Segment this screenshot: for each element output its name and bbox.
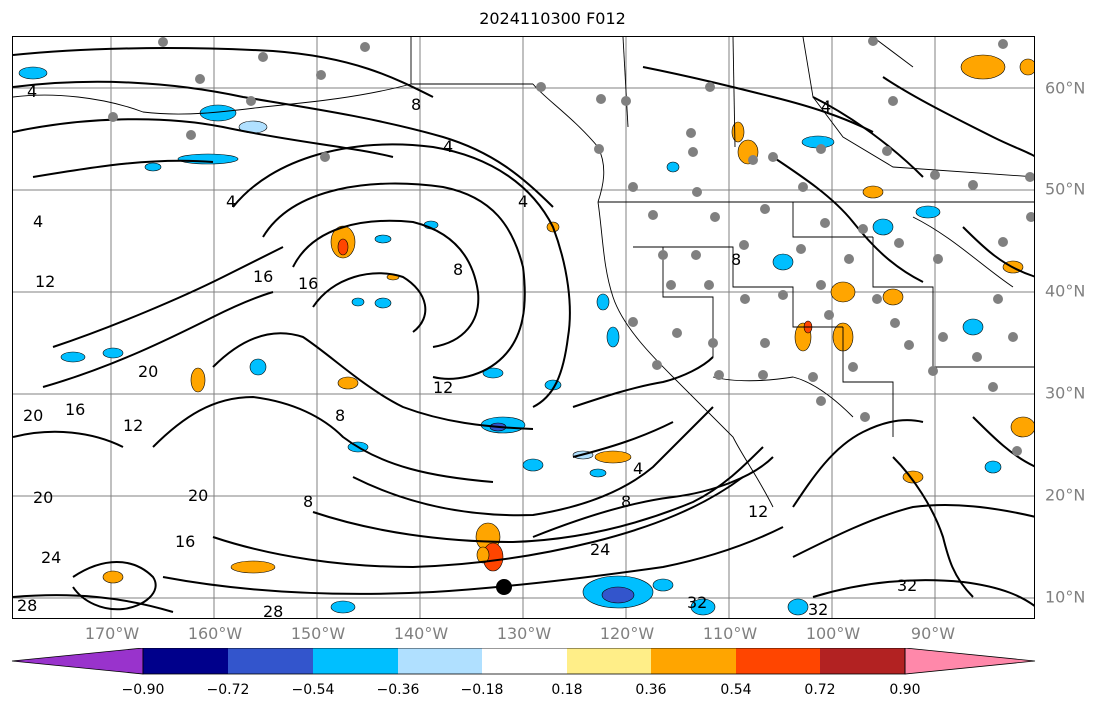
- contour-label: 8: [453, 260, 463, 279]
- lat-label: 50°N: [1045, 179, 1086, 199]
- contour-label: 20: [23, 406, 43, 425]
- contour-label: 4: [33, 212, 43, 231]
- colorbar-tick-label: −0.18: [460, 682, 504, 698]
- colorbar-frame: [142, 648, 906, 675]
- contour-label: 12: [433, 378, 453, 397]
- colorbar-swatch: [313, 648, 398, 674]
- contour-label: 28: [263, 602, 283, 619]
- lon-label: 90°W: [910, 624, 956, 643]
- graticule: [13, 37, 1034, 618]
- contour-label: 4: [518, 192, 528, 211]
- colorbar-tick-label: −0.90: [121, 682, 165, 698]
- contour-label: 8: [731, 250, 741, 269]
- lon-label: 160°W: [187, 624, 243, 643]
- contour-label: 16: [298, 274, 318, 293]
- lon-label: 170°W: [84, 624, 140, 643]
- colorbar-swatch: [567, 648, 651, 674]
- colorbar-swatch: [398, 648, 482, 674]
- colorbar-swatch: [228, 648, 313, 674]
- coastlines-and-borders: [13, 37, 1034, 508]
- map-title: 2024110300 F012: [479, 9, 626, 28]
- colorbar-swatch: [482, 648, 567, 674]
- colorbar-tick-label: −0.36: [376, 682, 420, 698]
- colorbar-swatch: [820, 648, 905, 674]
- colorbar: [11, 648, 1036, 675]
- map-panel[interactable]: 4 4 4 4 4 4 4 8 8 8 8 8 8 12 12 12 12 16…: [12, 36, 1035, 619]
- colorbar-tick-label: −0.54: [291, 682, 335, 698]
- shading-patches: [18, 54, 1034, 616]
- contour-label: 20: [138, 362, 158, 381]
- storm-center-marker: [496, 579, 512, 595]
- lon-label: 140°W: [393, 624, 449, 643]
- contour-label: 4: [633, 459, 643, 478]
- contour-label: 24: [590, 540, 610, 559]
- lon-label: 110°W: [702, 624, 758, 643]
- contour-label: 8: [335, 406, 345, 425]
- colorbar-extend-min: [11, 648, 144, 675]
- colorbar-swatch: [651, 648, 736, 674]
- contour-lines: [13, 47, 1034, 613]
- colorbar-swatch: [736, 648, 820, 674]
- map-svg: 4 4 4 4 4 4 4 8 8 8 8 8 8 12 12 12 12 16…: [13, 37, 1034, 619]
- colorbar-swatch: [143, 648, 228, 674]
- lat-label: 30°N: [1045, 383, 1086, 403]
- contour-label: 20: [188, 486, 208, 505]
- lon-label: 130°W: [496, 624, 552, 643]
- lon-label: 100°W: [805, 624, 861, 643]
- lat-label: 10°N: [1045, 587, 1086, 607]
- contour-label: 20: [33, 488, 53, 507]
- lat-label: 40°N: [1045, 281, 1086, 301]
- contour-label: 4: [226, 192, 236, 211]
- colorbar-tick-label: 0.18: [551, 682, 583, 698]
- contour-label: 12: [35, 272, 55, 291]
- contour-label: 8: [411, 95, 421, 114]
- contour-label: 8: [621, 492, 631, 511]
- contour-label: 32: [808, 600, 828, 619]
- contour-label: 32: [897, 576, 917, 595]
- colorbar-tick-label: 0.72: [804, 682, 836, 698]
- lat-label: 60°N: [1045, 78, 1086, 98]
- lon-label: 150°W: [290, 624, 346, 643]
- colorbar-tick-label: −0.72: [206, 682, 250, 698]
- contour-label: 12: [123, 416, 143, 435]
- contour-label: 4: [443, 137, 453, 156]
- contour-label: 4: [821, 97, 831, 116]
- contour-label: 4: [27, 82, 37, 101]
- colorbar-tick-label: 0.90: [889, 682, 921, 698]
- colorbar-tick-label: 0.36: [635, 682, 667, 698]
- contour-label: 12: [748, 502, 768, 521]
- contour-label: 24: [41, 548, 61, 567]
- contour-label: 8: [303, 492, 313, 511]
- lon-label: 120°W: [599, 624, 655, 643]
- lat-label: 20°N: [1045, 485, 1086, 505]
- contour-labels: 4 4 4 4 4 4 4 8 8 8 8 8 8 12 12 12 12 16…: [17, 82, 917, 619]
- colorbar-extend-max: [904, 648, 1036, 675]
- contour-label: 16: [175, 532, 195, 551]
- colorbar-tick-label: 0.54: [720, 682, 752, 698]
- contour-label: 32: [687, 593, 707, 612]
- contour-label: 16: [253, 267, 273, 286]
- contour-label: 16: [65, 400, 85, 419]
- contour-label: 28: [17, 596, 37, 615]
- station-markers: [108, 37, 1034, 456]
